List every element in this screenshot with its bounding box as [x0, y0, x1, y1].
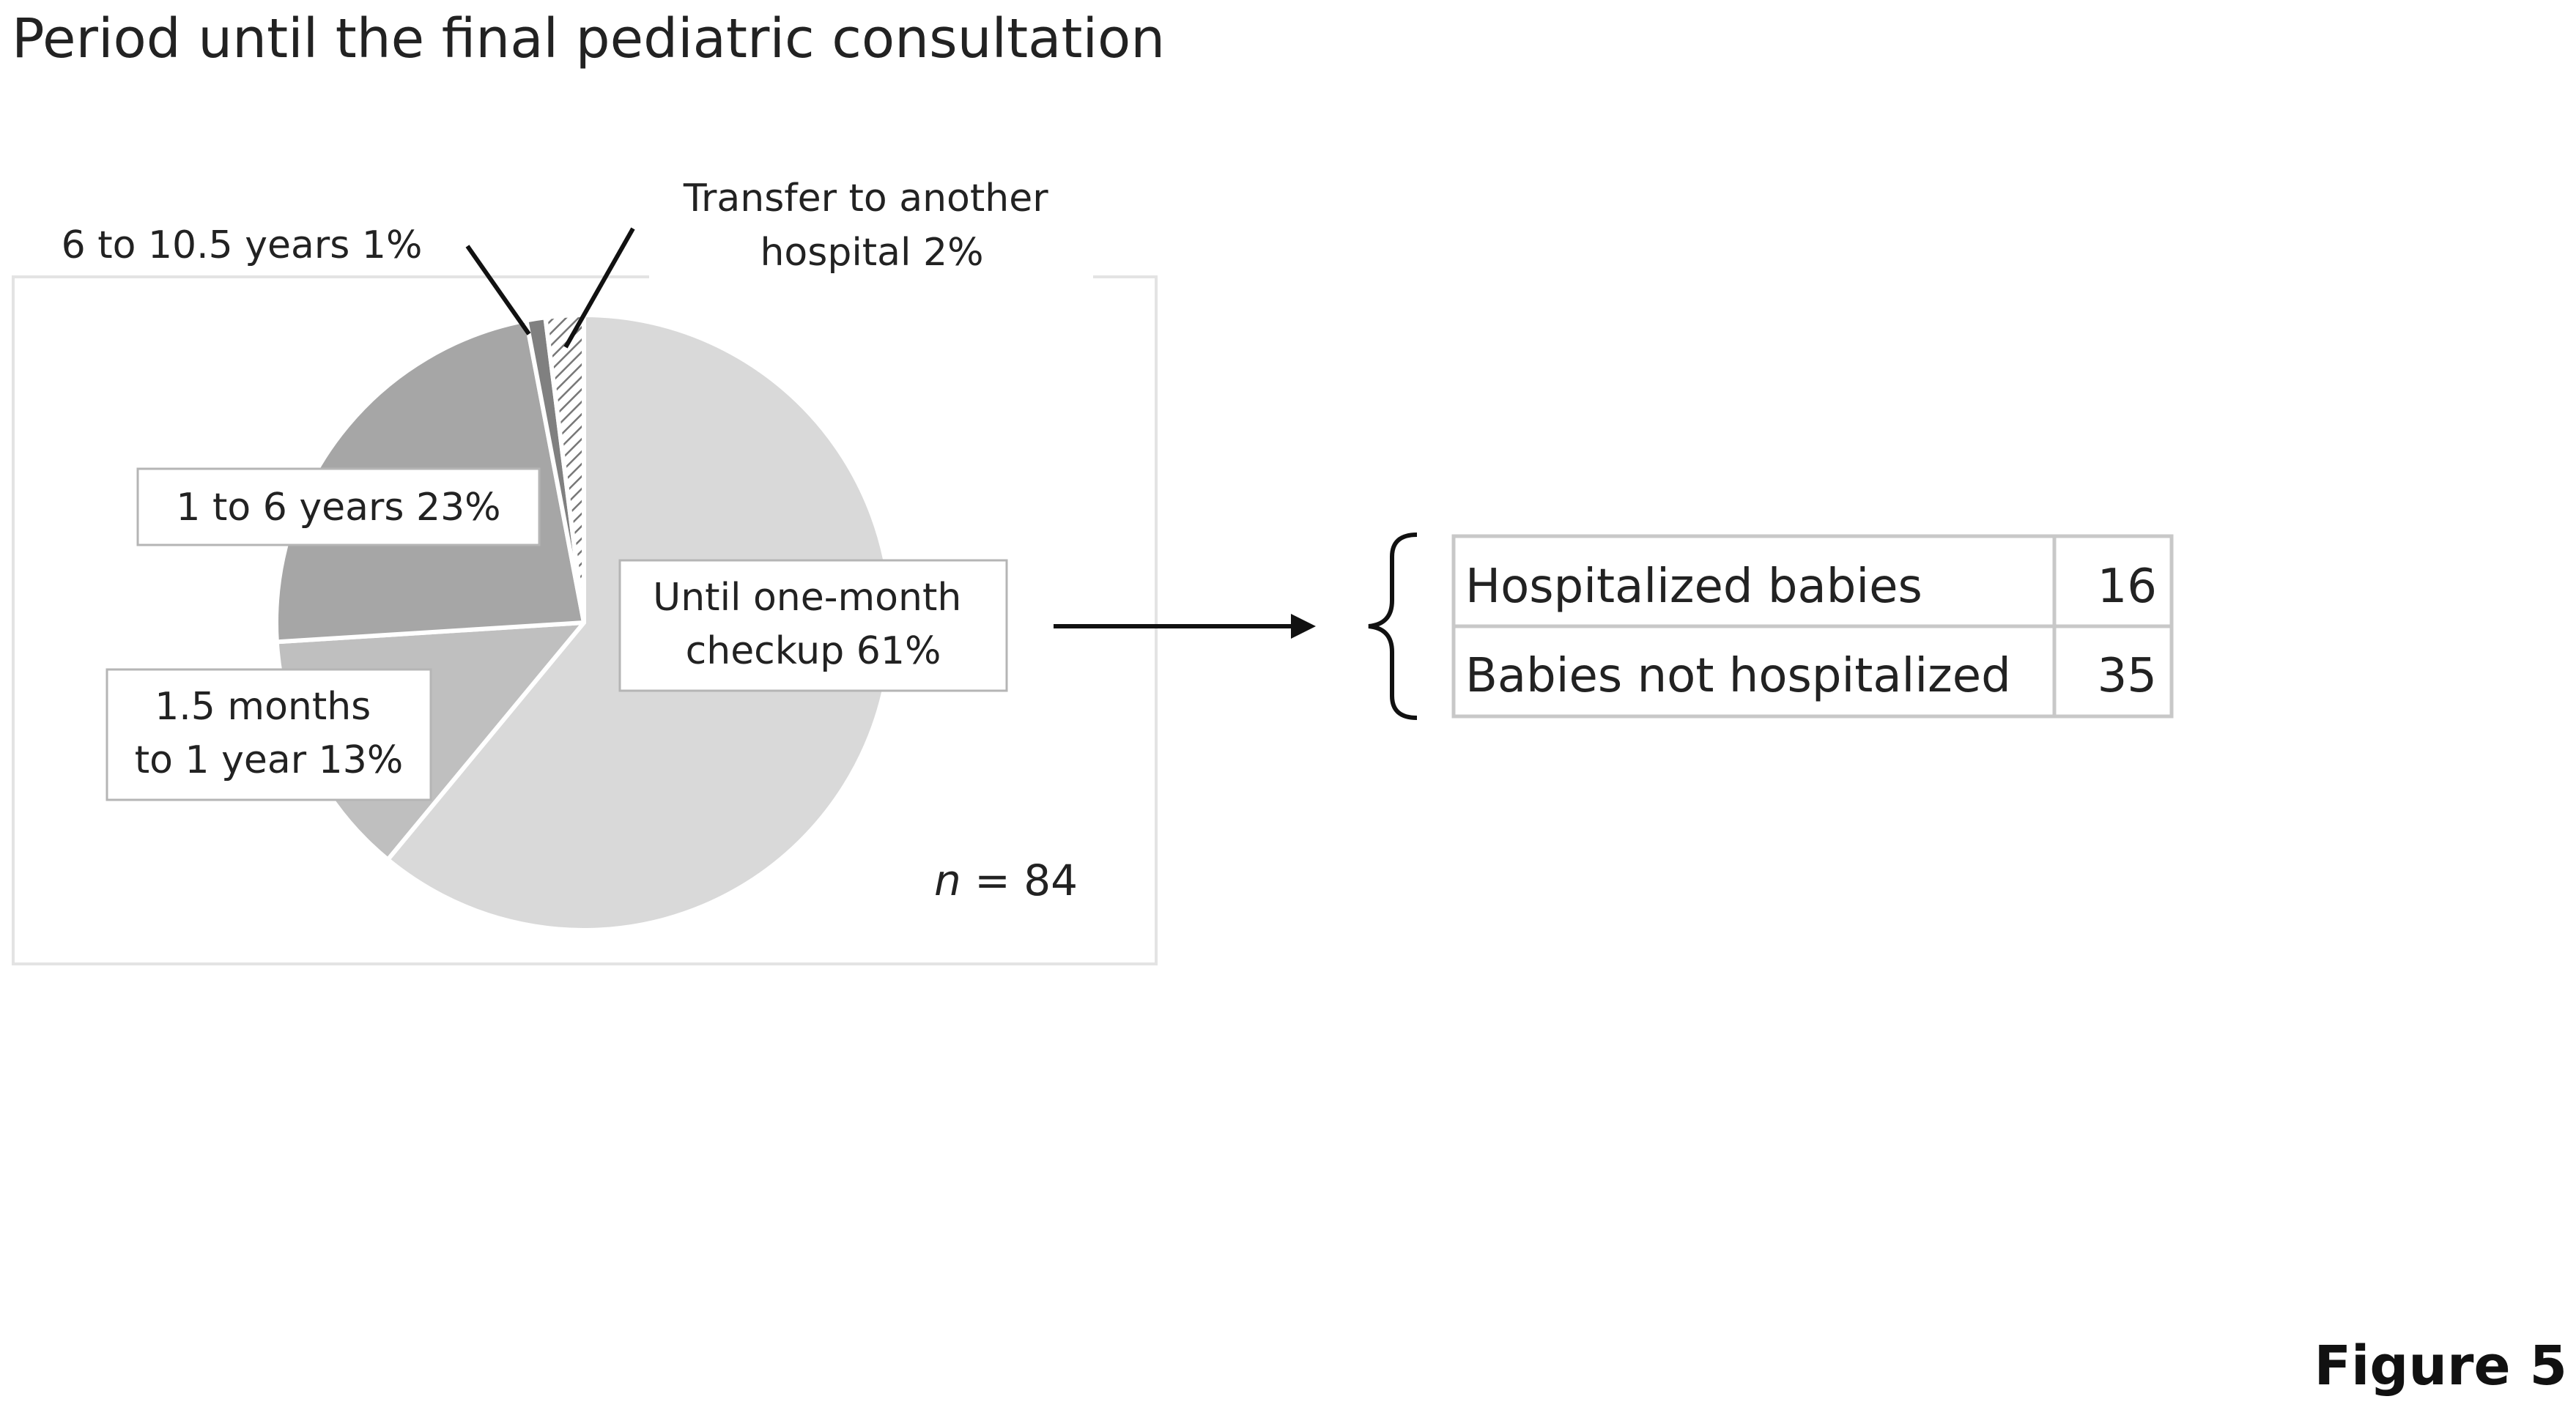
arrow-head: [1291, 614, 1316, 639]
slice-label-line: 6 to 10.5 years 1%: [62, 223, 423, 267]
table-row-label: Babies not hospitalized: [1465, 649, 2011, 703]
label-box-1-5-months: [106, 668, 432, 801]
slice-label-transfer: Transfer to another hospital 2%: [683, 177, 1060, 275]
leader-line-transfer: [563, 227, 635, 349]
slice-label-until-one-month: Until one-month checkup 61%: [653, 576, 974, 673]
label-box-1-to-6-years: [136, 467, 541, 546]
curly-brace: [1368, 533, 1418, 720]
table-row-value: 35: [2098, 649, 2157, 703]
chart-title: Period until the final pediatric consult…: [12, 7, 1165, 70]
slice-label-line: Transfer to another: [683, 177, 1048, 220]
sample-size-variable: n: [934, 856, 961, 905]
slice-label-6-to-10-5-years: 6 to 10.5 years 1%: [62, 223, 423, 267]
figure-label: Figure 5: [2314, 1335, 2567, 1398]
slice-label-line: checkup 61%: [686, 629, 941, 673]
table-row-value: 16: [2098, 560, 2157, 614]
slice-label-line: hospital 2%: [760, 231, 983, 275]
slice-label-line: 1.5 months: [155, 685, 371, 729]
label-bg-transfer: [649, 163, 1093, 286]
slice-label-line: Until one-month: [653, 576, 961, 620]
slice-label-1-to-6-years: 1 to 6 years 23%: [176, 486, 500, 530]
slice-label-line: 1 to 6 years 23%: [176, 486, 500, 530]
slice-label-1-5-months: 1.5 months to 1 year 13%: [135, 685, 403, 782]
sample-size-label: n = 84: [934, 856, 1078, 905]
label-box-until-one-month: [618, 559, 1008, 692]
table-row-label: Hospitalized babies: [1465, 560, 1922, 614]
leader-line-6-to-10-5-years: [465, 245, 531, 335]
chart-frame: [12, 275, 1158, 965]
slice-label-line: to 1 year 13%: [135, 738, 403, 782]
breakdown-table: Hospitalized babies 16 Babies not hospit…: [1451, 534, 2174, 719]
sample-size-value: = 84: [961, 856, 1078, 905]
